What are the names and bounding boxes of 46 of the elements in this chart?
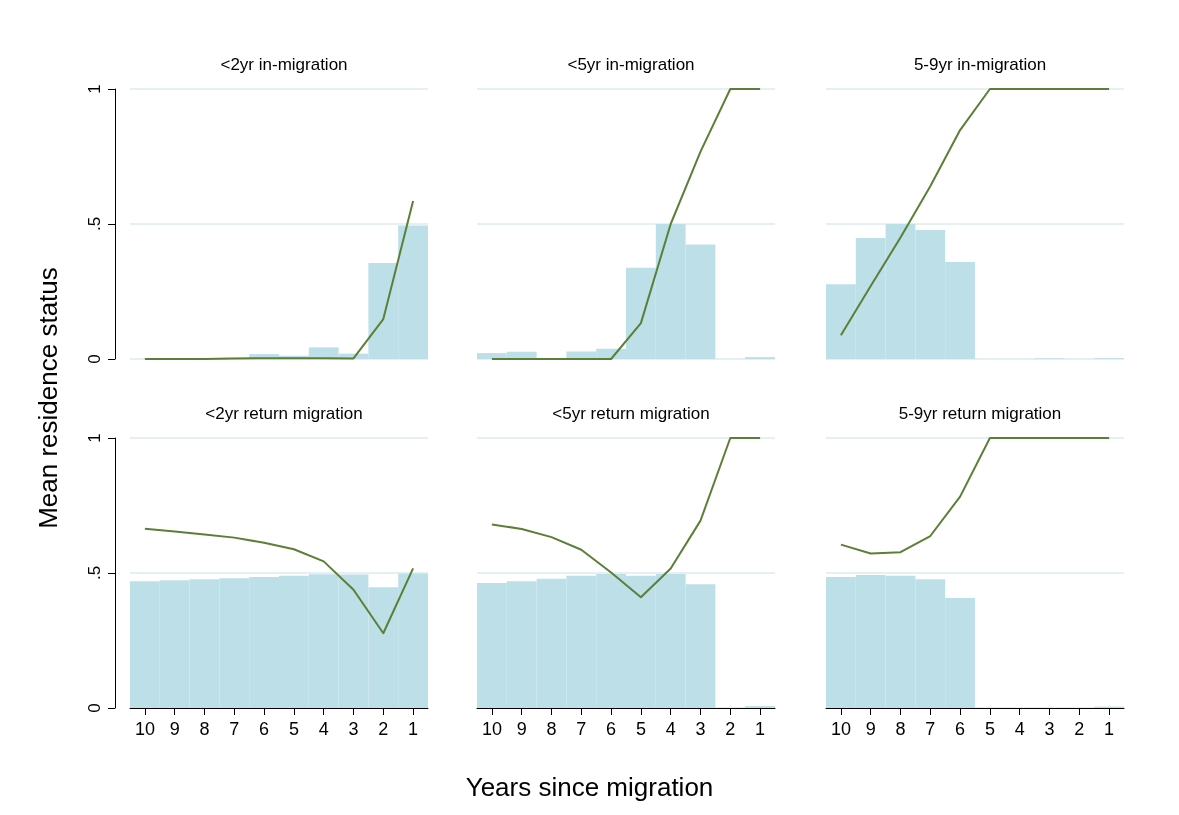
x-tick-label: 1 xyxy=(1104,719,1115,739)
x-tick-label: 3 xyxy=(695,719,706,739)
x-tick-label: 3 xyxy=(1044,719,1055,739)
chart-title: <2yr return migration xyxy=(205,404,363,423)
y-tick-label: .5 xyxy=(85,216,104,232)
x-tick-label: 5 xyxy=(288,719,299,739)
x-tick-label: 6 xyxy=(955,719,966,739)
x-tick-label: 10 xyxy=(481,719,502,739)
x-tick-label: 2 xyxy=(1074,719,1085,739)
x-tick-label: 6 xyxy=(606,719,617,739)
x-tick-label: 9 xyxy=(169,719,180,739)
x-tick-label: 4 xyxy=(318,719,329,739)
x-tick-label: 3 xyxy=(348,719,359,739)
y-tick-label: .5 xyxy=(85,565,104,581)
x-tick-label: 9 xyxy=(865,719,876,739)
line-series xyxy=(143,527,415,635)
x-tick-label: 10 xyxy=(830,719,851,739)
x-tick-label: 7 xyxy=(576,719,587,739)
x-tick-label: 10 xyxy=(134,719,155,739)
line-series xyxy=(143,200,415,360)
x-tick-label: 1 xyxy=(408,719,419,739)
x-tick-label: 2 xyxy=(725,719,736,739)
x-tick-label: 2 xyxy=(378,719,389,739)
chart-title: <5yr in-migration xyxy=(567,55,695,74)
x-tick-label: 5 xyxy=(635,719,646,739)
x-tick-label: 1 xyxy=(755,719,766,739)
x-axis-title: Years since migration xyxy=(464,772,715,803)
x-tick-label: 6 xyxy=(259,719,270,739)
x-tick-label: 7 xyxy=(925,719,936,739)
chart-title: <5yr return migration xyxy=(552,404,710,423)
x-tick-label: 5 xyxy=(984,719,995,739)
x-tick-label: 4 xyxy=(1014,719,1025,739)
y-tick-label: 0 xyxy=(85,354,104,364)
y-axis-title: Mean residence status xyxy=(32,267,64,529)
chart-title: <2yr in-migration xyxy=(220,55,348,74)
x-tick-label: 9 xyxy=(516,719,527,739)
y-tick-label: 1 xyxy=(85,84,104,94)
chart-title: 5-9yr in-migration xyxy=(913,55,1047,74)
chart-title: 5-9yr return migration xyxy=(898,404,1062,423)
y-tick-label: 1 xyxy=(85,433,104,443)
y-tick-label: 0 xyxy=(85,703,104,713)
x-tick-label: 8 xyxy=(546,719,557,739)
x-tick-label: 7 xyxy=(229,719,240,739)
x-tick-label: 8 xyxy=(895,719,906,739)
x-tick-label: 4 xyxy=(665,719,676,739)
x-tick-label: 8 xyxy=(199,719,210,739)
